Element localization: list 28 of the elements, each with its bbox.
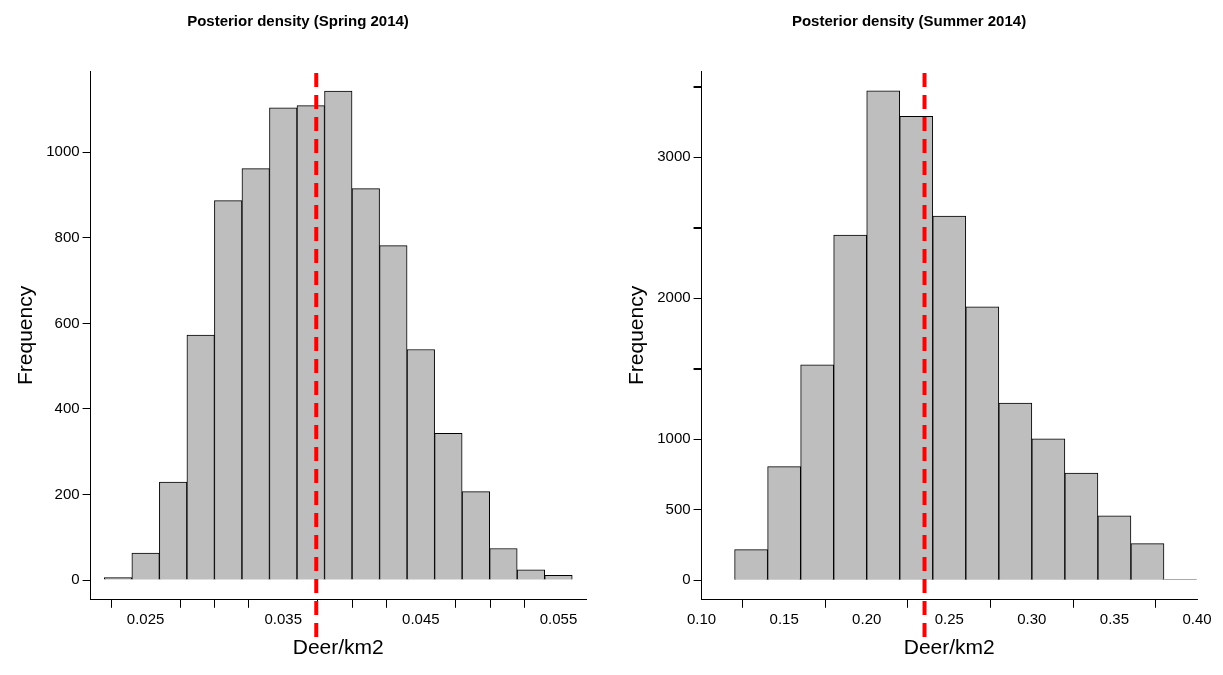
x-tick-label: 0.10	[686, 609, 717, 627]
x-tick-label: 0.055	[539, 609, 578, 627]
y-axis-title: Frequency	[624, 285, 648, 386]
x-tick-label: 0.045	[402, 609, 440, 627]
y-tick-label: 1000	[46, 142, 80, 160]
y-tick-label: 2000	[657, 288, 691, 306]
x-tick-label: 0.25	[934, 609, 964, 627]
y-tick-label: 800	[54, 227, 80, 245]
x-tick-label: 0.035	[264, 609, 303, 627]
y-tick-label: 400	[54, 399, 80, 417]
x-tick-label: 0.15	[769, 609, 799, 627]
x-tick-label: 0.40	[1182, 609, 1212, 627]
y-tick-label: 0	[682, 570, 691, 588]
chart-title: Posterior density (Summer 2014)	[791, 12, 1027, 30]
x-tick-label: 0.025	[126, 609, 165, 627]
x-axis-title: Deer/km2	[903, 635, 995, 659]
y-tick-label: 500	[665, 499, 691, 517]
x-tick-label: 0.30	[1017, 609, 1047, 627]
y-tick-label: 1000	[657, 429, 691, 447]
y-tick-label: 0	[71, 570, 80, 588]
x-axis-title: Deer/km2	[292, 635, 384, 659]
x-tick-label: 0.35	[1099, 609, 1130, 627]
y-tick-label: 3000	[657, 147, 691, 165]
y-tick-label: 200	[54, 484, 80, 502]
y-tick-label: 600	[54, 313, 80, 331]
y-axis-title: Frequency	[13, 285, 37, 386]
x-tick-label: 0.20	[852, 609, 882, 627]
chart-title: Posterior density (Spring 2014)	[187, 12, 409, 30]
